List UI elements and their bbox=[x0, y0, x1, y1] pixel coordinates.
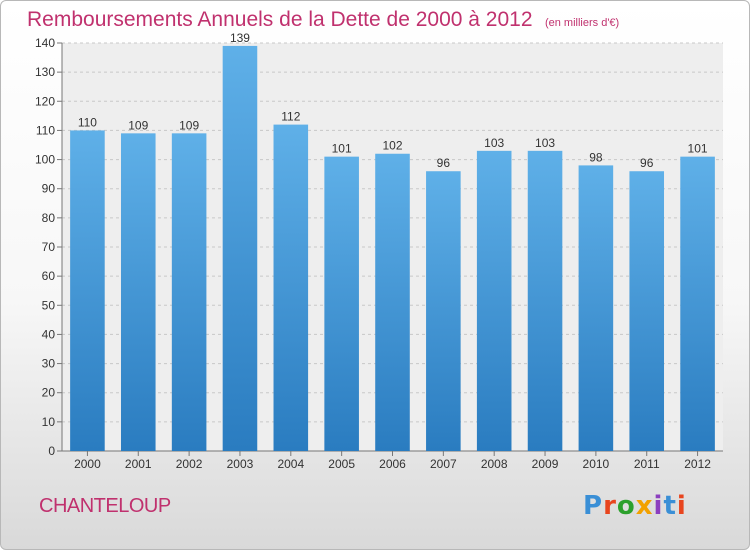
bar-value-label: 109 bbox=[128, 118, 148, 132]
x-tick-label: 2007 bbox=[430, 457, 457, 471]
brand-letter: i bbox=[653, 491, 664, 521]
bar bbox=[324, 156, 359, 451]
bar bbox=[527, 150, 563, 452]
bar bbox=[222, 45, 258, 452]
bar-value-label: 112 bbox=[281, 110, 300, 124]
x-tick-label: 2001 bbox=[125, 457, 152, 471]
y-tick-label: 90 bbox=[42, 182, 56, 196]
brand-letter: o bbox=[616, 491, 636, 521]
bar bbox=[171, 133, 207, 452]
x-tick-label: 2006 bbox=[379, 457, 406, 471]
y-tick-label: 80 bbox=[42, 211, 56, 225]
y-tick-label: 40 bbox=[42, 327, 56, 341]
bar bbox=[578, 165, 614, 451]
x-tick-label: 2012 bbox=[684, 457, 711, 471]
x-tick-label: 2011 bbox=[634, 457, 660, 471]
chart-title: Remboursements Annuels de la Dette de 20… bbox=[27, 8, 533, 31]
bar-value-label: 102 bbox=[382, 139, 402, 153]
bar-value-label: 103 bbox=[535, 136, 555, 150]
y-tick-label: 110 bbox=[36, 123, 55, 137]
x-tick-label: 2005 bbox=[328, 457, 355, 471]
x-tick-label: 2003 bbox=[227, 457, 254, 471]
y-tick-label: 10 bbox=[42, 415, 56, 429]
x-tick-label: 2008 bbox=[481, 457, 508, 471]
brand-letter: r bbox=[603, 491, 617, 521]
x-tick-label: 2010 bbox=[583, 457, 610, 471]
bar-value-label: 139 bbox=[230, 31, 250, 45]
brand-letter: x bbox=[635, 491, 654, 521]
bar bbox=[120, 133, 156, 452]
brand-letter: P bbox=[583, 491, 604, 521]
bar-value-label: 103 bbox=[484, 136, 504, 150]
bar bbox=[680, 156, 715, 451]
bar-value-label: 96 bbox=[640, 156, 654, 170]
bar bbox=[629, 171, 665, 451]
bar bbox=[70, 130, 105, 451]
bar-value-label: 101 bbox=[688, 142, 708, 156]
y-tick-label: 50 bbox=[42, 298, 56, 312]
bar-value-label: 109 bbox=[179, 118, 199, 132]
y-tick-label: 30 bbox=[42, 357, 56, 371]
y-tick-label: 20 bbox=[42, 386, 56, 400]
x-tick-label: 2004 bbox=[277, 457, 304, 471]
bar-value-label: 110 bbox=[78, 115, 97, 129]
y-tick-label: 60 bbox=[42, 269, 56, 283]
x-tick-label: 2002 bbox=[176, 457, 203, 471]
bar bbox=[375, 153, 410, 451]
bar-value-label: 98 bbox=[589, 150, 603, 164]
brand-logo: Proxiti bbox=[583, 491, 687, 521]
bar-value-label: 96 bbox=[437, 156, 451, 170]
y-tick-label: 120 bbox=[35, 94, 55, 108]
y-tick-label: 140 bbox=[35, 36, 55, 50]
y-tick-label: 0 bbox=[48, 444, 55, 458]
x-tick-label: 2009 bbox=[532, 457, 559, 471]
x-tick-label: 2000 bbox=[74, 457, 101, 471]
brand-letter: t bbox=[663, 491, 677, 521]
bar bbox=[426, 171, 461, 451]
bar bbox=[273, 124, 309, 451]
y-tick-label: 70 bbox=[42, 240, 56, 254]
chart-title-row: Remboursements Annuels de la Dette de 20… bbox=[27, 8, 619, 32]
y-tick-label: 100 bbox=[35, 153, 55, 167]
bar-value-label: 101 bbox=[332, 142, 352, 156]
chart-unit-label: (en milliers d'€) bbox=[544, 17, 620, 29]
place-name: CHANTELOUP bbox=[39, 495, 171, 517]
bar bbox=[476, 150, 512, 452]
brand-letter: i bbox=[676, 491, 687, 521]
y-tick-label: 130 bbox=[35, 65, 55, 79]
